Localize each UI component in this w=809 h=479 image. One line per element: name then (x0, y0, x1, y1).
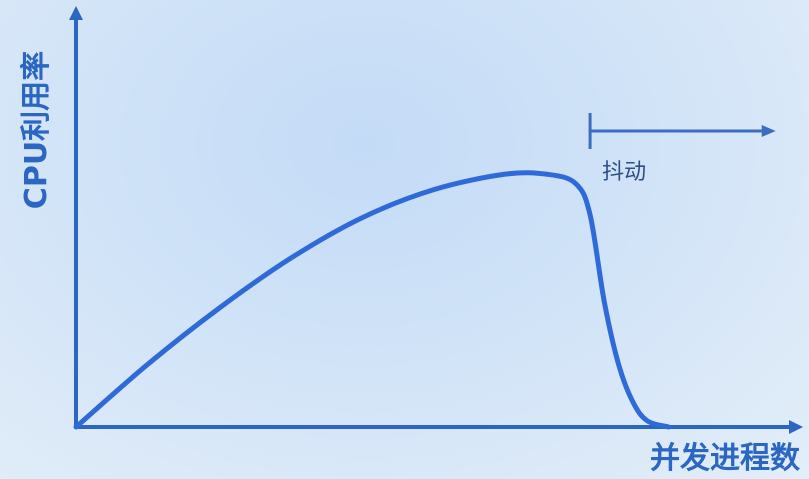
curve-layer (73, 170, 672, 430)
x-axis-arrowhead (789, 420, 803, 434)
y-axis-label: CPU利用率 (19, 51, 54, 209)
thrashing-label: 抖动 (602, 160, 646, 185)
thrashing-arrowhead (761, 125, 776, 137)
x-axis-label: 并发进程数 (650, 441, 801, 476)
annotation-layer (588, 113, 776, 149)
cpu-utilization-curve (73, 170, 672, 430)
y-axis-arrowhead (69, 6, 83, 20)
axes (69, 6, 803, 434)
